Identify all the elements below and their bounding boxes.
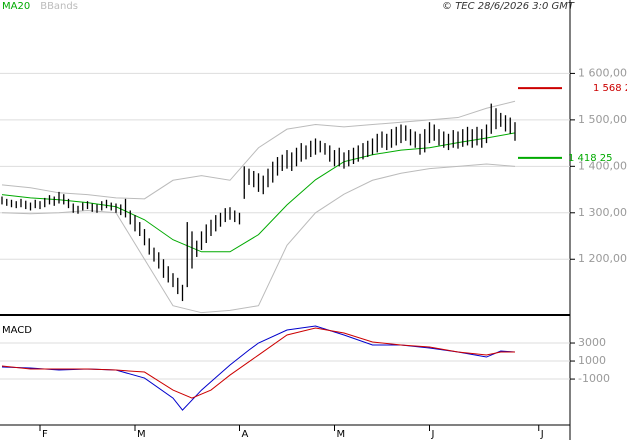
x-tick-label: J xyxy=(540,429,544,440)
price-level-label: 1 418 25 xyxy=(568,153,613,164)
y-tick-label: 3000 xyxy=(578,336,606,349)
x-tick-label: A xyxy=(242,429,249,440)
copyright: © TEC 28/6/2026 3:0 GMT xyxy=(442,1,575,12)
legend-entry: MA20 xyxy=(2,1,30,12)
x-tick-label: F xyxy=(42,429,48,440)
y-tick-label: -1000 xyxy=(578,372,610,385)
y-tick-label: 1 200,00 xyxy=(578,252,627,265)
x-tick-label: M xyxy=(137,429,146,440)
macd-title: MACD xyxy=(2,325,32,336)
line xyxy=(1,163,516,314)
price-level-label: 1 568 2 xyxy=(593,83,627,94)
y-tick-label: 1 600,00 xyxy=(578,66,627,79)
x-tick-label: M xyxy=(337,429,346,440)
y-tick-label: 1 500,00 xyxy=(578,113,627,126)
y-tick-label: 1 300,00 xyxy=(578,206,627,219)
line xyxy=(1,327,515,399)
y-tick-label: 1000 xyxy=(578,354,606,367)
line xyxy=(1,100,516,200)
x-tick-label: J xyxy=(431,429,435,440)
y-tick-label: 1 400,00 xyxy=(578,159,627,172)
legend-entry: BBands xyxy=(40,1,78,12)
